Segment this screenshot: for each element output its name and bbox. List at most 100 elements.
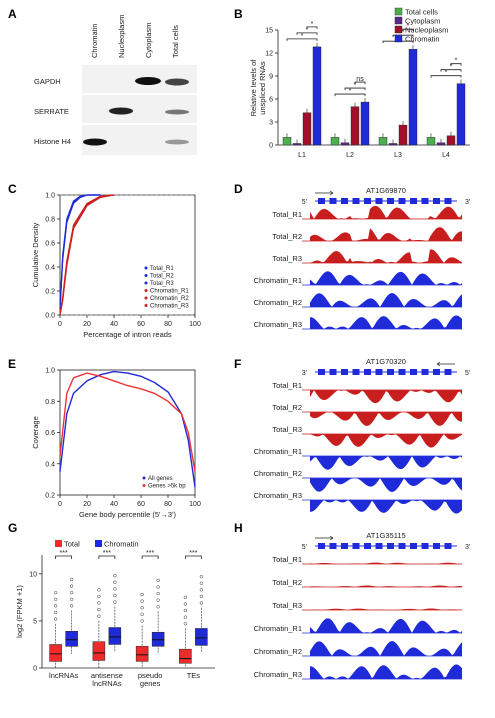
y-tick-label: 0 xyxy=(33,666,37,673)
significance-label: *** xyxy=(103,550,111,557)
x-tick-label: L4 xyxy=(442,152,450,159)
outlier xyxy=(199,594,204,599)
y-tick-label: 0.2 xyxy=(45,289,55,296)
gene-exon xyxy=(387,369,394,375)
box xyxy=(65,631,78,647)
coverage-track xyxy=(310,412,462,426)
gene-exon xyxy=(341,543,348,549)
gene-exon xyxy=(398,198,406,204)
x-tick-label: pseudo xyxy=(138,671,163,680)
outlier xyxy=(183,622,188,626)
y-tick-label: 9 xyxy=(269,74,273,81)
significance-bracket xyxy=(430,75,462,78)
y-tick-label: 0.4 xyxy=(45,461,55,468)
y-axis-label: Relative levels of xyxy=(249,59,258,117)
y-tick-label: 0.6 xyxy=(45,241,55,248)
box xyxy=(179,648,192,664)
gene-exon xyxy=(387,198,394,204)
gene-exon xyxy=(375,198,383,204)
significance-label: *** xyxy=(189,550,197,557)
outlier xyxy=(199,588,204,592)
x-tick-label: antisense xyxy=(91,671,123,680)
significance-bracket xyxy=(402,28,414,32)
gene-exon xyxy=(318,543,325,549)
gene-exon xyxy=(421,198,429,204)
plot-frame xyxy=(59,369,196,496)
x-tick-label: L1 xyxy=(298,152,306,159)
outlier xyxy=(156,598,160,602)
coverage-track xyxy=(310,315,462,329)
significance-bracket xyxy=(354,81,366,85)
gene-exon xyxy=(433,543,440,549)
coverage-track xyxy=(310,205,462,219)
blot-strip-serrate xyxy=(82,95,197,123)
western-row-labels: GAPDH SERRATE Histone H4 xyxy=(34,77,71,146)
western-row-label: SERRATE xyxy=(34,107,69,116)
track-label: Chromatin_R2 xyxy=(254,469,302,478)
gene-3prime: 3' xyxy=(465,199,470,206)
band-histone-chromatin xyxy=(83,138,107,146)
y-tick-label: 0.0 xyxy=(45,313,55,320)
box xyxy=(49,644,62,662)
outlier xyxy=(156,591,160,596)
y-axis-label: log2 (FPKM +1) xyxy=(15,585,24,638)
y-tick-label: 12 xyxy=(265,51,273,58)
bar-chart-unspliced: 0 3 6 9 12 15 Relative levels of unspliced RNAs… xyxy=(249,8,470,159)
gene-exon xyxy=(398,543,406,549)
gene-exon xyxy=(329,369,337,375)
series-line xyxy=(59,372,196,472)
gene-exon xyxy=(318,198,325,204)
track-label: Total_R3 xyxy=(272,254,302,263)
outlier xyxy=(140,599,144,603)
western-row-label: Histone H4 xyxy=(34,137,71,146)
outlier xyxy=(199,575,204,579)
cumulative-density-chart: 0 20 40 60 80 100 0.0 0.2 0.4 0.6 0.8 1.0 Percentage… xyxy=(31,193,201,340)
legend-label: Total_R2 xyxy=(150,274,174,280)
coverage-track xyxy=(310,390,462,404)
y-axis-label: Cumulative Density xyxy=(31,222,40,287)
y-axis-label: unspliced RNAs xyxy=(258,61,267,115)
outlier xyxy=(69,604,74,608)
coverage-track xyxy=(310,500,462,514)
y-tick-label: 0.8 xyxy=(45,399,55,406)
gene-5prime: 3' xyxy=(302,370,307,377)
gene-5prime: 5' xyxy=(302,199,307,206)
x-tick-label: L2 xyxy=(346,152,354,159)
x-tick-label: 100 xyxy=(189,501,201,508)
significance-bracket xyxy=(55,555,73,559)
legend-marker xyxy=(142,484,146,487)
legend-marker xyxy=(144,266,148,270)
band-serrate-total xyxy=(165,109,189,115)
outlier xyxy=(140,612,144,616)
box xyxy=(135,646,149,662)
legend-label: Chromatin_R2 xyxy=(150,296,189,302)
panel-h: H AT1G35115 5' 3' Total_R1 Total_R2 Total_R3 C… xyxy=(234,521,470,680)
bar xyxy=(378,137,388,146)
western-column-labels: Chromatin Nucleoplasm Cytoplasm Total cells xyxy=(90,15,180,58)
bar xyxy=(340,142,350,146)
gene-name: AT1G70320 xyxy=(366,357,406,366)
legend-label: Total_R3 xyxy=(150,281,174,287)
series-line xyxy=(59,194,115,316)
y-tick-label: 5 xyxy=(33,618,37,625)
outlier xyxy=(183,602,188,606)
track-label: Total_R1 xyxy=(272,381,302,390)
gene-name: AT1G35115 xyxy=(366,531,405,540)
outlier xyxy=(140,592,144,597)
x-tick-label: 0 xyxy=(58,321,62,328)
significance-bracket xyxy=(450,63,462,66)
genome-browser-f: AT1G70320 3' 5' Total_R1 Total_R2 Total_R3 Chr… xyxy=(254,357,470,514)
panel-g-letter: G xyxy=(8,521,17,535)
outlier xyxy=(97,588,101,592)
significance-bracket xyxy=(392,34,414,38)
bar xyxy=(426,137,436,146)
gene-exon xyxy=(410,543,417,549)
bar xyxy=(302,112,312,146)
gene-exon xyxy=(329,198,337,204)
significance-bracket xyxy=(344,87,366,91)
significance-label: * xyxy=(407,23,410,30)
significance-bracket xyxy=(141,555,159,559)
bar xyxy=(312,46,322,146)
bar xyxy=(282,137,292,146)
